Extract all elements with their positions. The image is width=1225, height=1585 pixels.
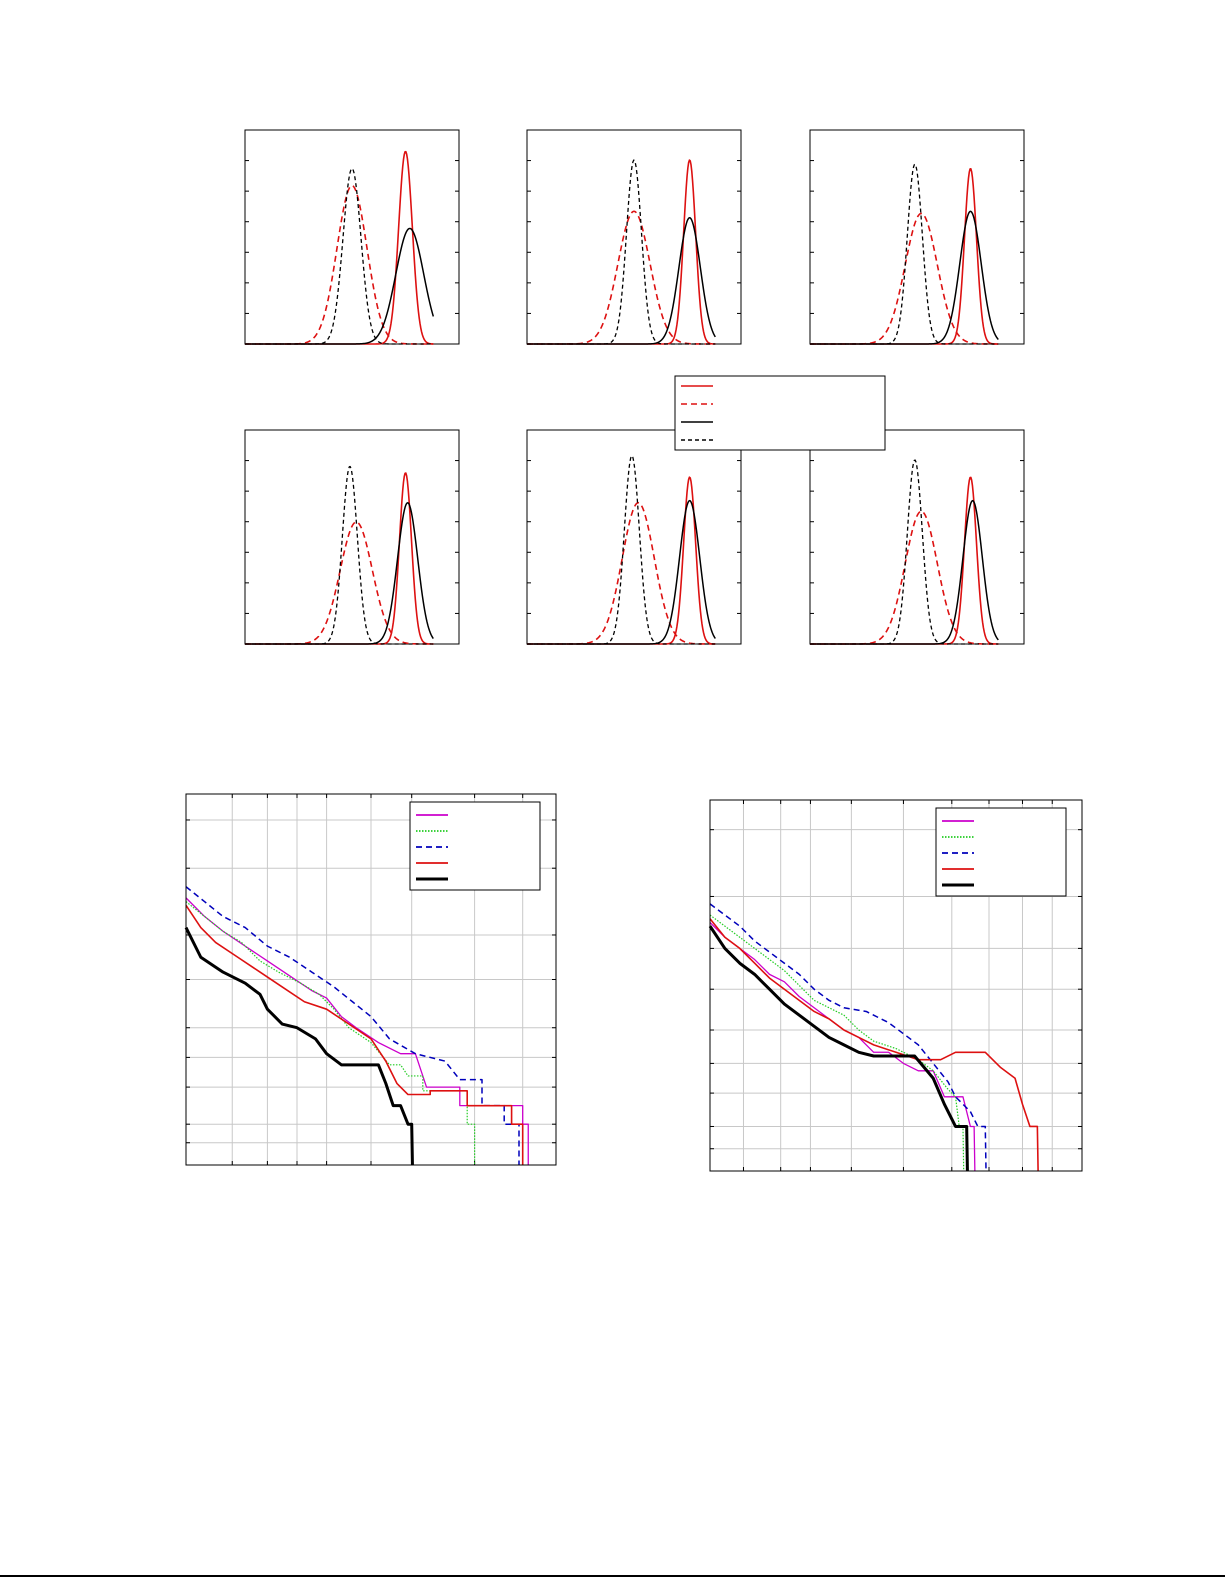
density-r1c1-black-solid-curve xyxy=(245,227,435,345)
density-r1c2-frame xyxy=(526,129,742,345)
survival-right-legend xyxy=(935,807,1067,897)
survival-left-red-solid-curve xyxy=(185,904,524,1165)
survival-right-magenta-solid-curve xyxy=(709,921,976,1172)
density-r1c1-red-solid-curve xyxy=(244,150,434,345)
density-r2c1 xyxy=(244,429,460,645)
density-r2c2-red-dashed-curve xyxy=(526,501,716,645)
survival-right-frame xyxy=(709,799,1083,1172)
page-bottom-rule xyxy=(0,1575,1225,1577)
density-r1c2-red-dashed-curve xyxy=(526,210,716,345)
survival-right-black-thick-curve xyxy=(708,925,969,1172)
density-r1c2 xyxy=(526,129,742,345)
density-r2c1-frame xyxy=(244,429,460,645)
density-r1c3-frame xyxy=(809,129,1025,345)
density-r2c2-black-dashed-curve xyxy=(527,455,716,645)
survival-right-legend-box xyxy=(935,807,1067,897)
density-legend xyxy=(674,375,886,451)
density-r1c1-frame xyxy=(244,129,460,345)
survival-left-black-thick-curve xyxy=(184,926,414,1166)
density-r1c1 xyxy=(244,129,460,345)
density-r2c1-red-solid-curve xyxy=(244,472,434,645)
density-r2c2-frame xyxy=(526,429,742,645)
survival-left-legend xyxy=(409,801,541,891)
density-r1c1-black-dashed-curve xyxy=(245,167,434,345)
survival-right-blue-dashed-curve xyxy=(709,903,987,1172)
density-r1c3-red-solid-curve xyxy=(809,168,999,345)
density-r1c3 xyxy=(809,129,1025,345)
survival-right xyxy=(708,799,1083,1172)
density-r2c3-black-dashed-curve xyxy=(810,459,999,645)
density-r2c3-red-solid-curve xyxy=(809,476,999,645)
density-r1c2-red-solid-curve xyxy=(526,159,716,345)
survival-left-blue-dashed-curve xyxy=(185,886,520,1165)
density-r1c2-black-dashed-curve xyxy=(527,159,716,345)
survival-left-green-dotted-curve xyxy=(185,901,476,1165)
density-r2c3-frame xyxy=(809,429,1025,645)
density-r2c1-black-dashed-curve xyxy=(245,465,434,645)
survival-left xyxy=(184,793,557,1166)
density-r1c3-black-dashed-curve xyxy=(810,163,999,345)
survival-left-legend-box xyxy=(409,801,541,891)
survival-left-magenta-solid-curve xyxy=(185,897,529,1165)
survival-left-frame xyxy=(185,793,557,1166)
density-r1c1-red-dashed-curve xyxy=(244,184,434,345)
survival-right-green-dotted-curve xyxy=(709,914,965,1172)
density-r2c3 xyxy=(809,429,1025,645)
density-r2c2 xyxy=(526,429,742,645)
survival-right-red-solid-curve xyxy=(709,918,1039,1172)
density-legend-box xyxy=(674,375,886,451)
density-r1c2-black-solid-curve xyxy=(527,217,716,345)
